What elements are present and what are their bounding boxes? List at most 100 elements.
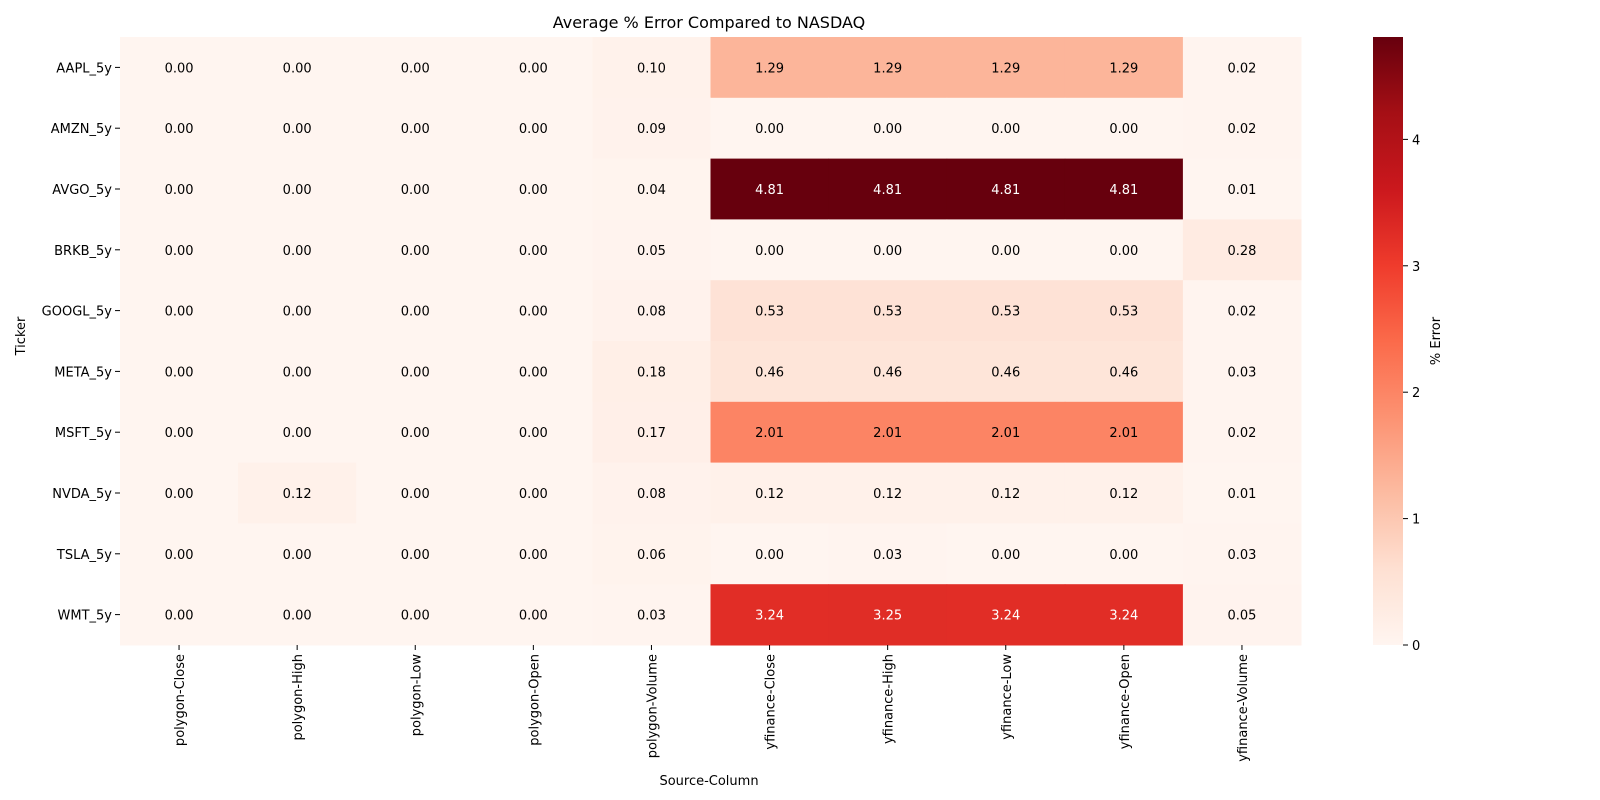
cell-value-label: 0.00 — [519, 487, 548, 502]
heatmap-cell — [946, 97, 1066, 160]
cell-value-label: 0.46 — [991, 365, 1020, 380]
heatmap-cell — [356, 401, 475, 464]
cell-value-label: 0.08 — [637, 487, 666, 502]
heatmap-cell — [946, 523, 1066, 585]
cell-value-label: 0.00 — [401, 426, 430, 441]
cell-value-label: 0.00 — [873, 244, 902, 259]
heatmap-cell — [356, 219, 475, 281]
heatmap-cell — [946, 462, 1066, 524]
cell-value-label: 2.01 — [755, 426, 784, 441]
cell-value-label: 0.02 — [1227, 426, 1256, 441]
cell-value-label: 0.00 — [283, 305, 312, 320]
cell-value-label: 0.53 — [755, 305, 784, 320]
cell-value-label: 0.00 — [1109, 244, 1138, 259]
heatmap-cell — [474, 401, 593, 464]
heatmap-cell — [710, 37, 830, 99]
cell-value-label: 0.05 — [637, 244, 666, 259]
chart-title: Average % Error Compared to NASDAQ — [553, 13, 866, 32]
cell-value-label: 0.00 — [873, 122, 902, 137]
heatmap-cell — [592, 462, 711, 524]
cell-value-label: 0.00 — [401, 305, 430, 320]
heatmap-cell — [828, 523, 948, 585]
cell-value-label: 0.00 — [519, 426, 548, 441]
cell-value-label: 0.03 — [1227, 365, 1256, 380]
heatmap-cell — [120, 158, 239, 220]
cell-value-label: 0.00 — [401, 609, 430, 624]
y-tick-label: GOOGL_5y — [42, 305, 113, 320]
cell-value-label: 0.00 — [401, 548, 430, 563]
cell-value-label: 0.00 — [165, 61, 194, 76]
heatmap-cell — [356, 280, 475, 342]
heatmap-cell — [1182, 158, 1302, 220]
y-tick-label: MSFT_5y — [55, 426, 112, 441]
heatmap-cell — [592, 584, 711, 646]
heatmap-cell — [120, 97, 239, 160]
heatmap-cell — [1064, 280, 1184, 342]
heatmap-cell — [828, 462, 948, 524]
colorbar-tick-label: 4 — [1412, 133, 1420, 148]
cell-value-label: 0.12 — [873, 487, 902, 502]
heatmap-cell-labels: 0.00 0.00 0.00 0.00 0.10 1.29 1.29 1.29 1.29 0.02… — [165, 61, 1257, 623]
x-tick-label: yfinance-Low — [1000, 654, 1015, 740]
cell-value-label: 0.00 — [519, 305, 548, 320]
heatmap-cell — [946, 401, 1066, 464]
heatmap-cell — [592, 37, 711, 99]
cell-value-label: 1.29 — [755, 61, 784, 76]
cell-value-label: 0.10 — [637, 61, 666, 76]
heatmap-cell — [592, 401, 711, 464]
cell-value-label: 3.24 — [755, 609, 784, 624]
x-axis-label: Source-Column — [659, 774, 758, 789]
cell-value-label: 0.53 — [1109, 305, 1138, 320]
y-tick-label: WMT_5y — [58, 609, 113, 624]
y-tick-label: BRKB_5y — [54, 244, 112, 259]
heatmap-cell — [238, 523, 357, 585]
cell-value-label: 2.01 — [873, 426, 902, 441]
cell-value-label: 0.00 — [165, 609, 194, 624]
heatmap-cell — [828, 401, 948, 464]
x-tick-label: yfinance-Volume — [1236, 654, 1251, 762]
cell-value-label: 1.29 — [873, 61, 902, 76]
cell-value-label: 0.12 — [755, 487, 784, 502]
heatmap-cell — [946, 158, 1066, 220]
heatmap-cell — [946, 280, 1066, 342]
colorbar-tick-label: 3 — [1412, 260, 1420, 275]
heatmap-cell — [1182, 462, 1302, 524]
heatmap-cell — [946, 584, 1066, 646]
heatmap-cell — [1064, 341, 1184, 403]
heatmap-cell — [238, 219, 357, 281]
heatmap-cell — [828, 158, 948, 220]
cell-value-label: 0.08 — [637, 305, 666, 320]
heatmap-cell — [828, 280, 948, 342]
heatmap-cell — [474, 523, 593, 585]
heatmap-cell — [592, 280, 711, 342]
cell-value-label: 0.46 — [1109, 365, 1138, 380]
cell-value-label: 0.00 — [755, 244, 784, 259]
x-tick-label: yfinance-Close — [764, 654, 779, 750]
cell-value-label: 3.24 — [1109, 609, 1138, 624]
cell-value-label: 0.00 — [283, 548, 312, 563]
cell-value-label: 0.00 — [519, 244, 548, 259]
x-tick-label: yfinance-Open — [1118, 654, 1133, 749]
cell-value-label: 0.00 — [519, 61, 548, 76]
heatmap-cell — [1182, 37, 1302, 99]
cell-value-label: 0.18 — [637, 365, 666, 380]
cell-value-label: 0.00 — [1109, 122, 1138, 137]
heatmap-cell — [120, 584, 239, 646]
heatmap-cell — [238, 462, 357, 524]
colorbar-label: % Error — [1429, 316, 1444, 365]
heatmap-cell — [828, 584, 948, 646]
y-axis-label: Ticker — [14, 316, 29, 356]
y-tick-label: NVDA_5y — [52, 487, 112, 502]
cell-value-label: 1.29 — [991, 61, 1020, 76]
cell-value-label: 0.00 — [401, 61, 430, 76]
heatmap-cell — [356, 462, 475, 524]
cell-value-label: 0.28 — [1227, 244, 1256, 259]
heatmap-cell — [592, 97, 711, 160]
cell-value-label: 0.00 — [991, 548, 1020, 563]
heatmap-cell — [474, 219, 593, 281]
cell-value-label: 0.53 — [873, 305, 902, 320]
cell-value-label: 0.00 — [401, 244, 430, 259]
heatmap-cell — [710, 462, 830, 524]
cell-value-label: 4.81 — [991, 183, 1020, 198]
